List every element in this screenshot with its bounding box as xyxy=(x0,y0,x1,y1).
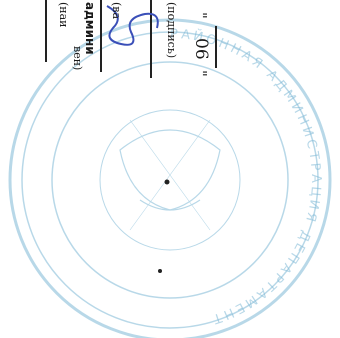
admin-underline xyxy=(100,0,102,72)
seal-dot xyxy=(158,269,162,273)
date-day: 06 xyxy=(191,38,211,60)
name-caption-fragment: вен) xyxy=(71,46,84,71)
date-close-quote: " xyxy=(192,70,210,77)
seal-center-dot xyxy=(164,179,170,185)
handwritten-signature xyxy=(106,5,159,46)
date-open-quote: " xyxy=(192,12,210,19)
date-underline xyxy=(215,26,217,68)
signature-caption: (подпись) xyxy=(165,2,178,59)
position-caption: (ва xyxy=(110,2,123,20)
org-underline xyxy=(45,0,47,62)
signature-underline xyxy=(150,0,152,78)
org-caption: (наи xyxy=(57,2,70,28)
admin-label: админи xyxy=(83,2,97,55)
